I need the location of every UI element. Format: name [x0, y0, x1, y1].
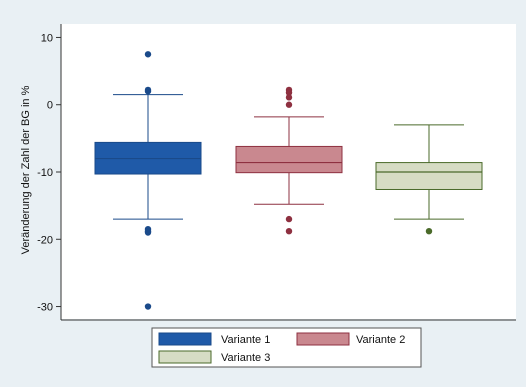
outlier-point — [285, 89, 293, 96]
legend-label: Variante 3 — [221, 352, 270, 364]
outlier-point — [285, 94, 293, 101]
y-tick-label: 10 — [41, 32, 53, 44]
box-3 — [375, 124, 483, 235]
outlier-point — [425, 228, 433, 235]
legend-label: Variante 1 — [221, 334, 270, 346]
outlier-point — [285, 228, 293, 235]
y-axis-ticks: 10 0 -10 -20 -30 — [37, 32, 61, 314]
outlier-point — [144, 51, 152, 58]
legend-label: Variante 2 — [356, 334, 405, 346]
box-iqr — [375, 162, 483, 190]
legend-swatch — [158, 350, 212, 364]
legend-swatch — [296, 332, 350, 346]
outlier-point — [144, 229, 152, 236]
outlier-point — [285, 101, 293, 108]
y-tick-label: -30 — [37, 302, 53, 314]
box-1 — [94, 51, 202, 310]
boxes-group — [94, 51, 483, 310]
outlier-point — [144, 303, 152, 310]
legend: Variante 1 Variante 2 Variante 3 — [151, 327, 422, 368]
y-tick-label: 0 — [47, 100, 53, 112]
outlier-point — [144, 88, 152, 95]
y-tick-label: -20 — [37, 234, 53, 246]
box-iqr — [235, 145, 343, 174]
y-axis-label: Veränderung der Zahl der BG in % — [20, 85, 32, 254]
box-2 — [235, 86, 343, 235]
outlier-point — [285, 215, 293, 223]
y-tick-label: -10 — [37, 167, 53, 179]
legend-swatch — [158, 332, 212, 346]
